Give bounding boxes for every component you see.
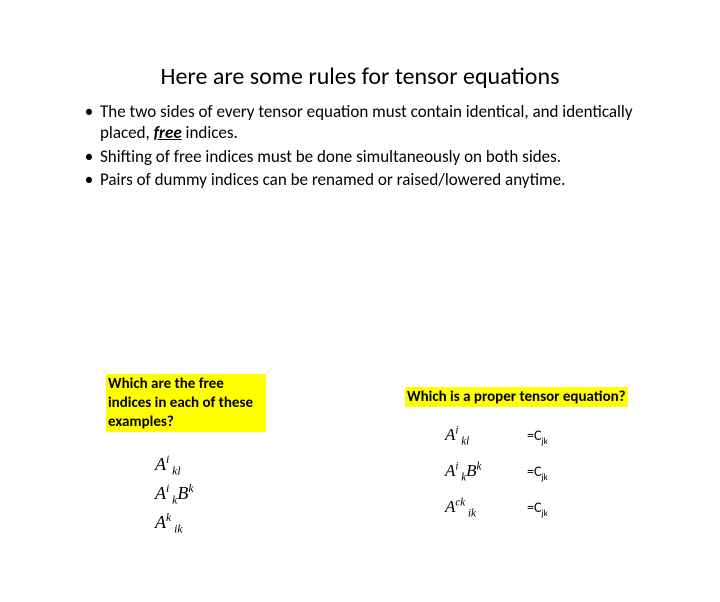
equation-lhs: Ai kl [445,425,527,445]
tensor-equation: Ack ik =Cjk [445,489,548,525]
tensor-equations-right: Ai kl =Cjk Ai kBk =Cjk Ack ik =Cjk [445,417,548,525]
tensor-expr: Ai kl [155,450,194,479]
equation-rhs: =Cjk [527,463,548,480]
bullet-dot: • [78,169,100,190]
bullet-dot: • [78,146,100,167]
bullet-item: • Shifting of free indices must be done … [78,146,660,167]
equation-rhs: =Cjk [527,427,548,444]
tensor-equation: Ai kBk =Cjk [445,453,548,489]
tensor-expr: Ak ik [155,508,194,537]
bullet-item: • Pairs of dummy indices can be renamed … [78,169,660,190]
equation-rhs: =Cjk [527,499,548,516]
question-free-indices: Which are the free indices in each of th… [106,374,266,432]
bullet-list: • The two sides of every tensor equation… [78,101,660,190]
bullet-text: Pairs of dummy indices can be renamed or… [100,169,565,190]
bullet-text: Shifting of free indices must be done si… [100,146,561,167]
bullet-item: • The two sides of every tensor equation… [78,101,660,144]
bullet-dot: • [78,101,100,144]
tensor-equation: Ai kl =Cjk [445,417,548,453]
question-proper-equation: Which is a proper tensor equation? [405,387,628,407]
bullet-text: The two sides of every tensor equation m… [100,101,660,144]
equation-lhs: Ack ik [445,497,527,517]
page-title: Here are some rules for tensor equations [0,62,720,91]
equation-lhs: Ai kBk [445,461,527,481]
tensor-expr: Ai kBk [155,479,194,508]
tensor-examples-left: Ai kl Ai kBk Ak ik [155,450,194,536]
